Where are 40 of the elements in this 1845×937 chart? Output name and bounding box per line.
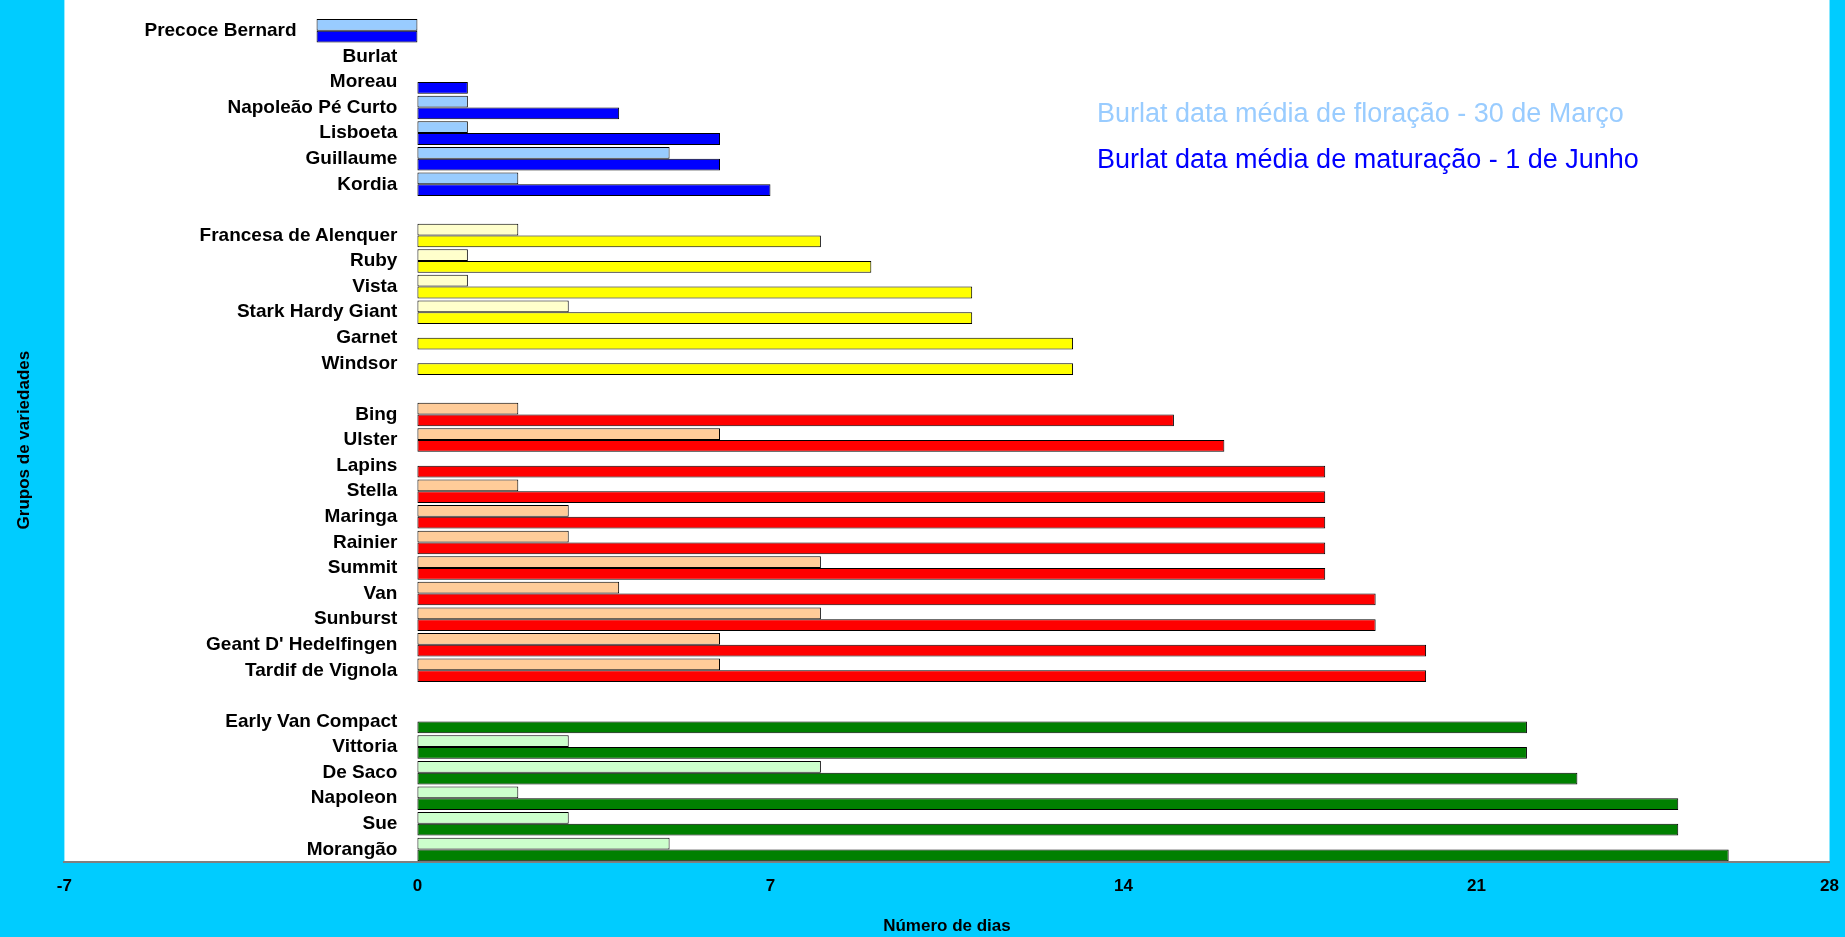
y-tick-label: De Saco [322,760,398,782]
y-tick-label: Lisboeta [319,121,398,143]
x-tick-label: 0 [412,876,423,896]
y-tick-label: Early Van Compact [225,709,399,731]
y-tick-label: Bing [355,402,398,424]
x-tick-label: -7 [56,876,72,896]
y-tick-label: Rainier [333,530,399,552]
y-tick-label: Windsor [321,351,399,373]
y-tick-label: Sunburst [314,607,399,629]
y-tick-label: Garnet [336,326,399,348]
y-tick-label: Francesa de Alenquer [199,223,399,245]
y-tick-label: Geant D' Hedelfingen [206,632,398,654]
y-tick-label: Precoce Bernard [144,19,297,41]
y-tick-label: Kordia [337,172,398,194]
y-tick-label: Guillaume [305,146,398,168]
y-tick-label: Maringa [324,505,398,527]
y-tick-label: Summit [327,556,399,578]
x-tick-label: 21 [1467,876,1486,896]
x-tick-label: 28 [1820,876,1840,896]
y-tick-label: Moreau [329,70,398,92]
y-tick-label: Stark Hardy Giant [236,300,399,322]
y-tick-label: Napoleon [310,786,398,808]
y-tick-label: Ulster [343,428,399,450]
y-tick-label: Morangão [306,837,398,859]
x-axis-title: Número de dias [883,916,1011,936]
y-tick-label: Tardif de Vignola [245,658,398,680]
annotation: Burlat data média de maturação - 1 de Junho [1097,144,1639,175]
y-tick-label: Stella [346,479,398,501]
y-tick-label: Sue [362,812,398,834]
y-tick-label: Van [363,581,398,603]
y-tick-label: Lapins [336,453,398,475]
x-tick-label: 14 [1114,876,1134,896]
y-tick-label: Napoleão Pé Curto [227,95,398,117]
x-tick-label: 7 [765,876,776,896]
y-tick-label: Burlat [342,44,399,66]
y-tick-label: Vista [352,274,398,296]
annotation: Burlat data média de floração - 30 de Março [1097,98,1624,129]
y-tick-label: Vittoria [332,735,398,757]
y-axis-title: Grupos de variedades [13,350,33,530]
y-tick-label: Ruby [349,249,398,271]
